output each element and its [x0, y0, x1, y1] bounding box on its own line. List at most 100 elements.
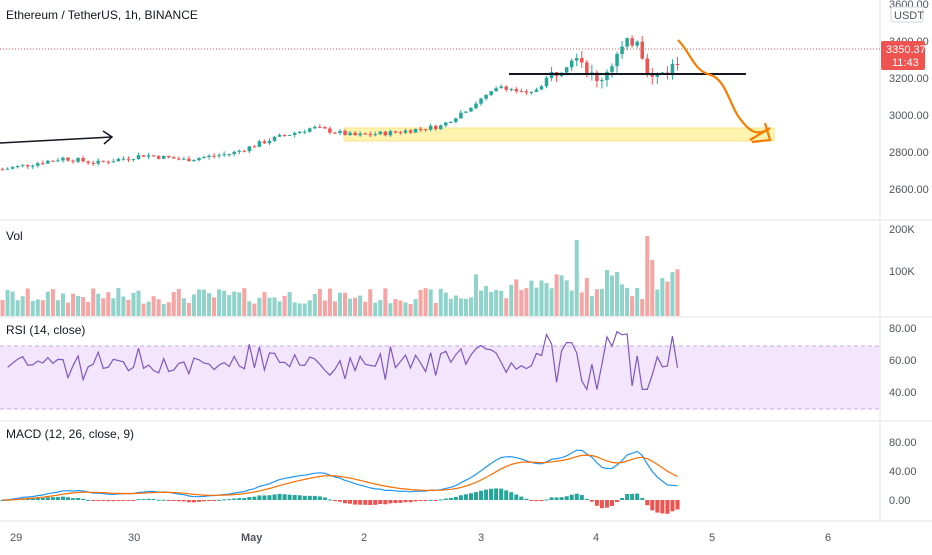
macd-histogram-bar — [529, 500, 534, 501]
candle — [116, 157, 121, 162]
candle — [408, 129, 413, 134]
candle — [504, 85, 508, 92]
volume-bar — [272, 297, 277, 316]
candle — [51, 159, 55, 162]
volume-bar — [448, 298, 453, 316]
candle-body — [56, 160, 60, 162]
candle-body — [504, 86, 508, 90]
volume-bar — [418, 290, 423, 316]
volume-bar — [40, 300, 45, 316]
macd-histogram-bar — [227, 499, 232, 501]
candle — [484, 94, 488, 101]
volume-bar — [468, 297, 473, 316]
candle — [529, 91, 534, 95]
macd-histogram-bar — [544, 499, 549, 501]
candles — [0, 35, 680, 171]
price-tick: 3000.00 — [889, 110, 929, 122]
volume-bar — [655, 289, 660, 316]
candle-body — [438, 125, 443, 130]
volume-bar — [348, 298, 353, 316]
macd-histogram-bar — [559, 497, 564, 500]
macd-histogram-bar — [136, 499, 141, 501]
volume-bar — [106, 292, 111, 316]
macd-histogram-bar — [549, 497, 554, 500]
volume-bar — [589, 296, 594, 316]
candle-body — [413, 128, 418, 133]
candle — [41, 160, 45, 165]
volume-bar — [388, 303, 393, 316]
macd-histogram-bar — [106, 500, 111, 502]
candle — [605, 69, 609, 87]
candle — [428, 123, 433, 132]
macd-histogram-bar — [65, 497, 71, 500]
macd-histogram-bar — [499, 488, 504, 500]
macd-histogram-bar — [161, 499, 166, 501]
candle — [30, 164, 35, 170]
candle-body — [252, 146, 257, 148]
candle — [86, 160, 90, 166]
volume-bar — [45, 291, 50, 316]
candle — [207, 154, 211, 160]
candle-body — [408, 130, 413, 133]
macd-histogram-bar — [473, 492, 479, 500]
volume-bar — [645, 236, 650, 316]
price-tick: 2600.00 — [889, 184, 929, 196]
macd-line — [2, 449, 678, 501]
volume-bar — [257, 297, 262, 316]
candle — [197, 157, 201, 162]
volume-bar — [332, 301, 337, 316]
volume-bar — [267, 297, 272, 316]
volume-bar — [65, 302, 71, 316]
volume-bar — [398, 300, 403, 316]
volume-bar — [337, 292, 343, 316]
volume-bar — [247, 301, 252, 316]
candle — [423, 129, 428, 133]
macd-histogram-bar — [413, 500, 418, 502]
candle — [66, 157, 70, 162]
candle-body — [156, 156, 161, 159]
candle-body — [605, 71, 609, 81]
candle-body — [353, 132, 357, 136]
candle — [106, 160, 111, 165]
volume-bar — [675, 269, 680, 316]
volume-bar — [201, 289, 207, 316]
volume-bar — [156, 299, 161, 316]
macd-histogram-bar — [539, 500, 544, 502]
macd-histogram-bar — [181, 500, 186, 502]
candle — [353, 131, 357, 136]
candle — [111, 158, 116, 163]
candle-body — [373, 134, 378, 136]
candle-body — [524, 91, 529, 93]
candle-body — [277, 135, 282, 137]
macd-histogram-bar — [564, 496, 569, 500]
volume-bar — [620, 284, 625, 316]
candle-body — [51, 160, 55, 162]
volume-bar — [232, 291, 237, 316]
macd-histogram-bar — [363, 500, 368, 505]
candle-body — [640, 41, 644, 59]
candle-body — [272, 136, 277, 141]
candle — [96, 158, 100, 166]
candle-body — [217, 155, 221, 157]
candle — [237, 149, 242, 155]
volume-bar — [564, 280, 569, 316]
macd-histogram-bar — [151, 498, 156, 500]
candle — [489, 90, 493, 97]
volume-bar — [227, 295, 232, 316]
candle-body — [428, 125, 433, 130]
macd-histogram-bar — [292, 494, 297, 500]
volume-bar — [358, 295, 363, 316]
candle — [383, 130, 388, 137]
candle — [101, 160, 106, 163]
candle — [136, 152, 141, 160]
candle-body — [282, 135, 287, 137]
volume-bar — [116, 288, 121, 316]
candle — [232, 150, 236, 157]
candle — [675, 56, 680, 71]
candle — [15, 165, 20, 169]
candle-body — [569, 60, 574, 68]
macd-histogram-bar — [524, 498, 529, 500]
candle — [313, 125, 317, 129]
x-tick: 2 — [361, 532, 367, 544]
